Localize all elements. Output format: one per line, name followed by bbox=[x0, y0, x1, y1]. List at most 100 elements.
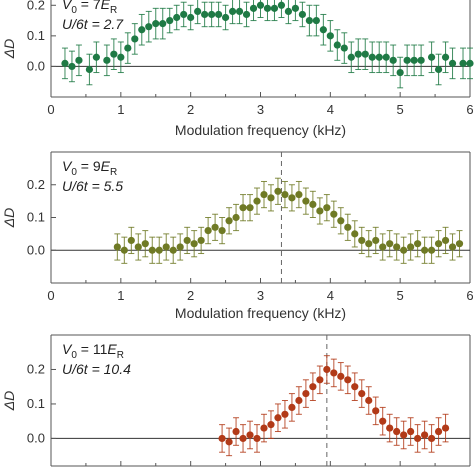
data-point bbox=[68, 62, 76, 71]
data-point bbox=[386, 240, 394, 248]
data-point bbox=[351, 383, 359, 391]
data-point bbox=[330, 369, 338, 377]
x-tick-label: 2 bbox=[187, 102, 194, 117]
data-point bbox=[441, 236, 450, 245]
data-point bbox=[232, 427, 240, 436]
data-point bbox=[427, 434, 436, 443]
data-point bbox=[448, 243, 457, 251]
data-point bbox=[368, 53, 376, 61]
x-tick-label: 4 bbox=[327, 471, 334, 474]
data-point bbox=[379, 243, 387, 251]
data-point bbox=[326, 32, 334, 40]
annotation-v0: V0 = 9ER bbox=[62, 158, 117, 178]
data-point bbox=[393, 243, 401, 251]
y-axis-label: ΔD bbox=[1, 208, 17, 229]
x-tick-label: 0 bbox=[47, 471, 54, 474]
chart-panel-1: 0 1 2 3 4 5 6 0.0 0.1 0.2 ΔD Modulation frequency (… bbox=[1, 0, 474, 138]
data-point bbox=[274, 414, 282, 422]
data-point bbox=[396, 68, 404, 77]
data-point bbox=[337, 372, 345, 380]
data-point bbox=[263, 4, 272, 12]
data-point bbox=[344, 376, 352, 384]
data-point bbox=[375, 53, 383, 61]
data-point bbox=[400, 431, 408, 439]
data-point bbox=[120, 246, 128, 254]
y-tick-label: 0.1 bbox=[27, 28, 45, 43]
data-point bbox=[239, 434, 247, 443]
x-tick-label: 3 bbox=[257, 102, 264, 117]
data-point bbox=[316, 207, 324, 215]
data-point bbox=[427, 246, 436, 254]
x-tick-label: 1 bbox=[117, 288, 124, 303]
data-point bbox=[274, 187, 282, 195]
data-point bbox=[291, 4, 300, 12]
data-point bbox=[417, 56, 425, 64]
data-point bbox=[441, 53, 450, 61]
data-point bbox=[288, 194, 296, 202]
x-tick-label: 5 bbox=[397, 288, 404, 303]
x-tick-label: 3 bbox=[257, 471, 264, 474]
data-point bbox=[365, 396, 373, 405]
data-point bbox=[127, 236, 135, 245]
x-tick-label: 4 bbox=[327, 102, 334, 117]
x-tick-label: 5 bbox=[397, 471, 404, 474]
data-point bbox=[110, 50, 118, 58]
x-tick-label: 4 bbox=[327, 288, 334, 303]
y-tick-label: 0.2 bbox=[27, 177, 45, 192]
y-tick-label: 0.0 bbox=[27, 430, 45, 445]
data-point bbox=[466, 59, 474, 67]
x-tick-label: 6 bbox=[466, 102, 473, 117]
data-point bbox=[347, 53, 355, 61]
data-point bbox=[386, 424, 394, 432]
data-point bbox=[340, 44, 348, 52]
data-point bbox=[197, 236, 205, 245]
data-point bbox=[372, 236, 380, 245]
data-point bbox=[92, 53, 100, 61]
data-point bbox=[134, 243, 142, 251]
data-point bbox=[208, 10, 216, 19]
data-point bbox=[260, 190, 268, 199]
data-point bbox=[218, 434, 226, 443]
x-tick-label: 6 bbox=[466, 471, 473, 474]
data-point bbox=[201, 10, 209, 19]
y-tick-label: 0.1 bbox=[27, 396, 45, 411]
data-point bbox=[414, 434, 422, 443]
data-point bbox=[330, 210, 338, 218]
data-point bbox=[183, 236, 191, 245]
data-point bbox=[75, 56, 83, 64]
annotation-u6t: U/6t = 10.4 bbox=[62, 361, 131, 377]
annotation-v0: V0 = 11ER bbox=[62, 341, 124, 361]
data-point bbox=[393, 427, 401, 436]
data-point bbox=[323, 204, 331, 212]
data-point bbox=[288, 403, 296, 411]
data-point bbox=[124, 44, 132, 52]
data-point bbox=[256, 1, 265, 9]
data-point bbox=[351, 230, 359, 238]
data-point bbox=[267, 421, 275, 429]
data-point bbox=[117, 53, 125, 61]
data-point bbox=[281, 190, 289, 199]
data-point bbox=[407, 243, 415, 251]
data-point bbox=[204, 227, 212, 235]
data-point bbox=[169, 246, 177, 254]
data-point bbox=[85, 65, 94, 74]
data-point bbox=[159, 20, 167, 28]
data-point bbox=[421, 431, 429, 439]
annotation-u6t: U/6t = 2.7 bbox=[62, 16, 124, 32]
data-point bbox=[103, 56, 111, 64]
y-axis-label: ΔD bbox=[1, 39, 17, 60]
data-point bbox=[253, 197, 261, 205]
data-point bbox=[358, 390, 366, 398]
data-point bbox=[455, 240, 464, 248]
data-point bbox=[194, 7, 202, 15]
x-axis-label: Modulation frequency (kHz) bbox=[175, 305, 346, 321]
data-point bbox=[138, 26, 146, 34]
data-point bbox=[410, 56, 418, 64]
x-tick-label: 0 bbox=[47, 102, 54, 117]
data-point bbox=[277, 1, 286, 9]
data-point bbox=[361, 50, 369, 58]
data-point bbox=[312, 16, 320, 25]
data-point bbox=[260, 424, 268, 432]
y-tick-label: 0.2 bbox=[27, 361, 45, 376]
